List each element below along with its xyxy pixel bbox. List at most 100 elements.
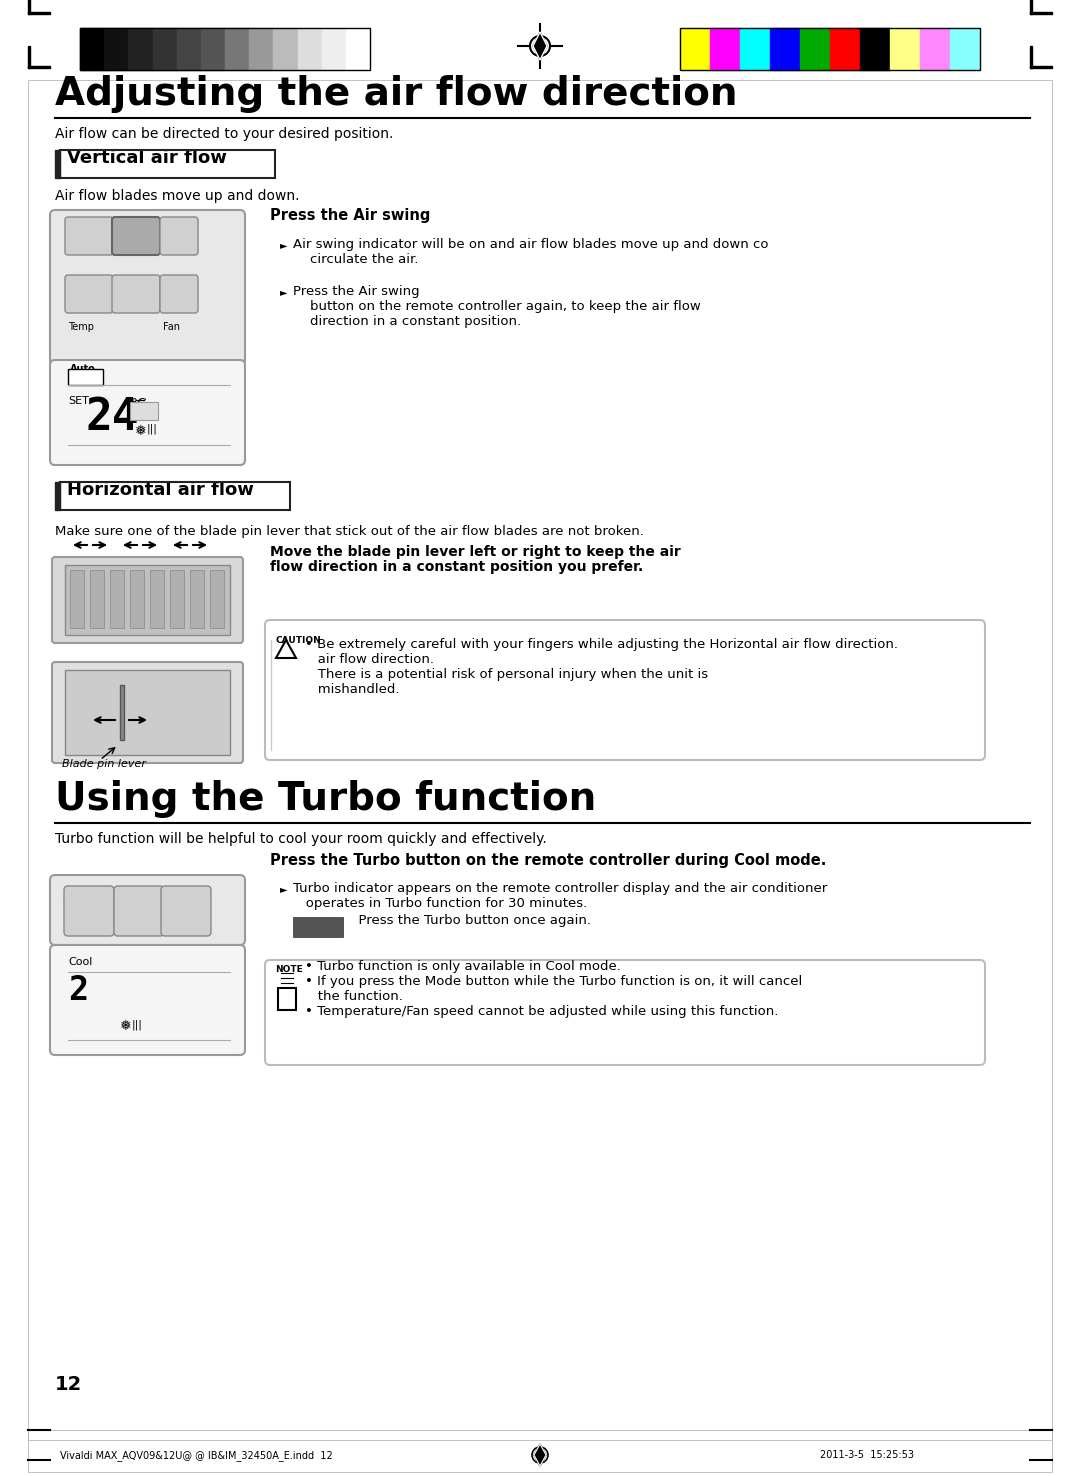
Bar	[68, 369, 103, 385]
Text: Blade pin lever: Blade pin lever	[62, 759, 146, 769]
Bar	[770, 28, 800, 69]
Text: Make sure one of the blade pin lever that stick out of the air flow blades are n: Make sure one of the blade pin lever tha…	[55, 525, 644, 537]
Text: Temp: Temp	[68, 322, 94, 332]
Bar	[120, 685, 124, 739]
Polygon shape	[534, 1444, 546, 1466]
Text: ☞: ☞	[57, 887, 86, 917]
Bar	[80, 28, 370, 69]
Bar	[90, 570, 104, 627]
Circle shape	[537, 43, 543, 49]
Text: !: !	[283, 642, 287, 652]
Text: Turbo indicator appears on the remote controller display and the air conditioner: Turbo indicator appears on the remote co…	[293, 883, 827, 894]
Text: CAUTION: CAUTION	[275, 636, 321, 645]
Bar	[890, 28, 920, 69]
Bar	[1030, 66, 1052, 68]
Text: Fan: Fan	[163, 322, 180, 332]
Bar	[55, 151, 60, 179]
Text: button on the remote controller again, to keep the air flow: button on the remote controller again, t…	[293, 300, 701, 313]
Text: direction in a constant position.: direction in a constant position.	[293, 314, 522, 328]
Text: +: +	[78, 223, 95, 242]
Bar	[201, 28, 225, 69]
Bar	[740, 28, 770, 69]
Bar	[950, 28, 980, 69]
Bar	[210, 570, 224, 627]
Bar	[80, 28, 104, 69]
Text: • Be extremely careful with your fingers while adjusting the Horizontal air flow: • Be extremely careful with your fingers…	[305, 638, 897, 651]
Bar	[1030, 46, 1032, 68]
FancyBboxPatch shape	[50, 210, 245, 365]
Bar	[177, 28, 201, 69]
Bar	[130, 570, 144, 627]
Text: • Turbo function is only available in Cool mode.: • Turbo function is only available in Co…	[305, 959, 621, 973]
Bar	[152, 28, 177, 69]
FancyBboxPatch shape	[265, 620, 985, 760]
Text: Horizontal air flow: Horizontal air flow	[67, 481, 254, 499]
Text: Air flow blades move up and down.: Air flow blades move up and down.	[55, 189, 299, 204]
Text: Adjusting the air flow direction: Adjusting the air flow direction	[55, 75, 738, 114]
Bar	[831, 28, 860, 69]
Bar	[65, 670, 230, 756]
Bar	[65, 565, 230, 635]
Bar	[293, 917, 343, 937]
Text: ≡: ≡	[120, 221, 138, 242]
FancyBboxPatch shape	[64, 886, 114, 936]
FancyBboxPatch shape	[114, 886, 164, 936]
Text: • If you press the Mode button while the Turbo function is on, it will cancel: • If you press the Mode button while the…	[305, 976, 802, 987]
FancyBboxPatch shape	[160, 217, 198, 255]
Text: ❅: ❅	[120, 1018, 132, 1033]
Text: ∨: ∨	[170, 282, 183, 300]
FancyBboxPatch shape	[65, 217, 113, 255]
Text: Press the Air swing: Press the Air swing	[293, 285, 423, 298]
Text: Cool: Cool	[68, 956, 93, 967]
Text: mishandled.: mishandled.	[305, 683, 400, 697]
Text: sleep: sleep	[119, 297, 139, 306]
Text: Auto: Auto	[170, 889, 191, 897]
Bar	[170, 570, 184, 627]
Bar	[28, 66, 50, 68]
Text: ∧: ∧	[170, 224, 183, 242]
Text: ≡: ≡	[133, 396, 146, 410]
Bar	[860, 28, 890, 69]
Bar	[110, 570, 124, 627]
Text: • Temperature/Fan speed cannot be adjusted while using this function.: • Temperature/Fan speed cannot be adjust…	[305, 1005, 779, 1018]
Text: 24: 24	[85, 396, 138, 438]
FancyBboxPatch shape	[161, 886, 211, 936]
FancyBboxPatch shape	[160, 275, 198, 313]
Text: NOTE: NOTE	[275, 965, 302, 974]
Bar	[130, 401, 158, 421]
Text: circulate the air.: circulate the air.	[293, 252, 418, 266]
Bar	[297, 28, 322, 69]
Text: ►: ►	[280, 241, 287, 249]
Text: Move the blade pin lever left or right to keep the air: Move the blade pin lever left or right t…	[270, 545, 686, 559]
Bar	[190, 570, 204, 627]
Text: Air swing indicator will be on and air flow blades move up and down co: Air swing indicator will be on and air f…	[293, 238, 769, 251]
FancyBboxPatch shape	[50, 360, 245, 465]
Text: Turbo function will be helpful to cool your room quickly and effectively.: Turbo function will be helpful to cool y…	[55, 832, 546, 846]
Text: Press the Turbo button on the remote controller during Cool mode.: Press the Turbo button on the remote con…	[270, 853, 826, 868]
Polygon shape	[276, 641, 296, 658]
Text: 12: 12	[55, 1376, 82, 1393]
Bar	[60, 151, 275, 179]
Bar	[55, 483, 60, 511]
Text: flow direction in a constant position you prefer.: flow direction in a constant position yo…	[270, 559, 644, 574]
Text: 2: 2	[68, 974, 89, 1007]
Text: −: −	[78, 280, 94, 300]
Polygon shape	[534, 32, 546, 61]
FancyBboxPatch shape	[112, 217, 160, 255]
Bar	[346, 28, 370, 69]
Bar	[322, 28, 346, 69]
Bar	[129, 28, 152, 69]
Text: operates in Turbo function for 30 minutes.: operates in Turbo function for 30 minute…	[293, 897, 588, 911]
Text: Turbo: Turbo	[76, 892, 103, 902]
Text: ☞: ☞	[105, 704, 125, 725]
Bar	[680, 28, 980, 69]
FancyBboxPatch shape	[65, 275, 113, 313]
Text: °C: °C	[131, 397, 148, 410]
Text: |||: |||	[132, 1018, 143, 1029]
Text: There is a potential risk of personal injury when the unit is: There is a potential risk of personal in…	[305, 669, 708, 680]
Bar	[28, 1430, 1052, 1472]
Text: Vertical air flow: Vertical air flow	[67, 149, 227, 167]
Text: 2011-3-5  15:25:53: 2011-3-5 15:25:53	[820, 1449, 914, 1460]
FancyBboxPatch shape	[112, 275, 160, 313]
Text: SET: SET	[68, 396, 89, 406]
